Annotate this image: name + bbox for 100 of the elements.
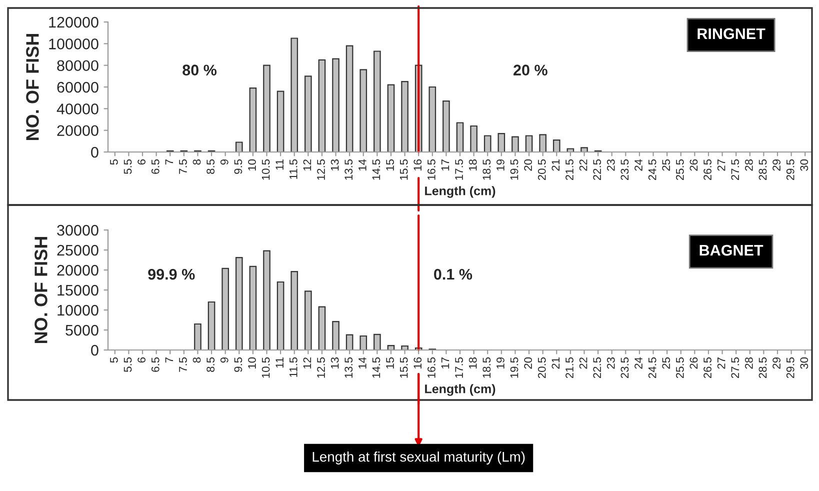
x-tick-label: 20 (524, 357, 532, 369)
annotation: 20 % (514, 64, 548, 76)
x-tick-label: 19 (496, 357, 504, 368)
x-tick-label: 7.5 (179, 357, 187, 372)
x-tick-label: 22 (579, 160, 588, 171)
x-tick-label: 26 (690, 357, 698, 369)
annotation: 0.1 % (434, 268, 472, 280)
x-tick-label: 8.5 (206, 159, 215, 174)
y-tick-label: 0 (91, 344, 98, 356)
x-tick-label: 20.5 (538, 357, 546, 378)
x-tick-label: 10.5 (262, 159, 270, 180)
x-tick-label: 12.5 (317, 159, 325, 180)
x-tick-label: 15.5 (400, 357, 408, 378)
x-tick-label: 11.5 (290, 357, 298, 377)
annotation: 99.9 % (148, 268, 195, 280)
x-tick-label: 23.5 (620, 159, 629, 180)
x-tick-label: 18 (468, 357, 477, 368)
x-tick-label: 27.5 (731, 357, 740, 378)
x-tick-label: 11 (276, 159, 284, 170)
y-tick-label: 60000 (57, 82, 98, 93)
x-tick-label: 26.5 (704, 357, 712, 378)
x-tick-label: 28 (744, 357, 753, 369)
x-tick-label: 21.5 (566, 357, 574, 378)
x-tick-label: 10 (248, 357, 256, 368)
x-tick-label: 27 (717, 160, 726, 171)
y-tick-label: 20000 (57, 125, 98, 136)
x-tick-label: 23 (606, 159, 615, 171)
x-tick-label: 20 (524, 159, 532, 171)
x-tick-label: 23 (606, 357, 615, 369)
x-tick-label: 21.5 (566, 159, 574, 180)
x-tick-label: 22.5 (593, 159, 602, 180)
x-tick-label: 26.5 (704, 159, 712, 180)
x-tick-label: 14 (358, 357, 366, 368)
x-tick-label: 19.5 (510, 159, 518, 180)
y-tick-label: 80000 (57, 60, 98, 72)
x-tick-label: 8 (192, 357, 201, 363)
x-tick-label: 22.5 (593, 357, 602, 378)
annotation: RINGNET (698, 28, 766, 40)
x-tick-label: 11 (276, 357, 284, 368)
x-tick-label: 14 (358, 159, 366, 170)
y-tick-label: 5000 (66, 324, 98, 336)
y-axis-title: NO. OF FISH (26, 34, 39, 140)
y-tick-label: 120000 (49, 16, 98, 28)
x-tick-label: 15 (386, 159, 394, 170)
x-tick-label: 16 (414, 357, 422, 368)
x-tick-label: 9.5 (234, 159, 242, 174)
x-tick-label: 25.5 (676, 357, 684, 378)
x-tick-label: 23.5 (620, 357, 629, 378)
x-tick-label: 16.5 (428, 357, 436, 378)
x-tick-label: 24 (634, 357, 642, 369)
x-tick-label: 10.5 (262, 357, 270, 378)
x-tick-label: 20.5 (538, 159, 546, 180)
x-tick-label: 6 (138, 357, 146, 363)
x-tick-label: 8.5 (206, 357, 215, 372)
y-tick-label: 40000 (56, 104, 98, 114)
x-tick-label: 29.5 (786, 159, 794, 180)
x-tick-label: 9 (220, 357, 228, 363)
x-tick-label: 5 (110, 357, 118, 363)
y-tick-label: 0 (91, 146, 98, 158)
x-tick-label: 25 (662, 159, 670, 171)
x-tick-label: 24.5 (648, 357, 656, 378)
x-tick-label: 11.5 (290, 159, 298, 179)
x-tick-label: 16.5 (428, 159, 436, 180)
x-tick-label: 24 (634, 159, 642, 171)
x-tick-label: 7.5 (179, 159, 187, 174)
x-tick-label: 16 (414, 159, 422, 170)
x-tick-label: 29 (772, 357, 780, 369)
x-tick-label: 29 (772, 159, 780, 171)
x-tick-label: 13 (330, 159, 339, 170)
x-tick-label: 5.5 (124, 159, 132, 174)
x-tick-label: 14.5 (372, 357, 380, 378)
x-tick-label: 29.5 (786, 357, 794, 378)
x-tick-label: 17.5 (455, 159, 463, 180)
x-tick-label: 18.5 (482, 357, 491, 378)
x-tick-label: 5 (110, 159, 118, 165)
x-tick-label: 12 (303, 358, 312, 368)
annotation: BAGNET (700, 244, 764, 256)
x-tick-label: 7 (165, 358, 173, 363)
x-tick-label: 9 (220, 159, 228, 165)
x-tick-label: 21 (552, 159, 560, 171)
x-tick-label: 17 (441, 160, 450, 170)
y-tick-label: 100000 (49, 38, 98, 50)
x-tick-label: 18.5 (482, 159, 491, 180)
x-tick-label: 18 (468, 159, 477, 170)
x-tick-label: 26 (690, 159, 698, 171)
x-tick-label: 28 (744, 159, 753, 171)
x-tick-label: 22 (579, 358, 588, 369)
x-tick-label: 21 (552, 357, 560, 369)
x-tick-label: 13.5 (344, 357, 353, 378)
annotation: 80 % (182, 64, 217, 76)
x-tick-label: 6.5 (151, 357, 160, 372)
x-tick-label: 5.5 (124, 357, 132, 372)
x-tick-label: 7 (165, 160, 173, 165)
y-tick-label: 20000 (57, 264, 98, 276)
x-tick-label: 19.5 (510, 357, 518, 378)
y-tick-label: 15000 (58, 284, 98, 296)
x-tick-label: 25.5 (676, 159, 684, 180)
x-tick-label: 9.5 (234, 357, 242, 372)
x-axis-title: Length (cm) (425, 384, 496, 396)
x-tick-label: 12 (303, 160, 312, 170)
